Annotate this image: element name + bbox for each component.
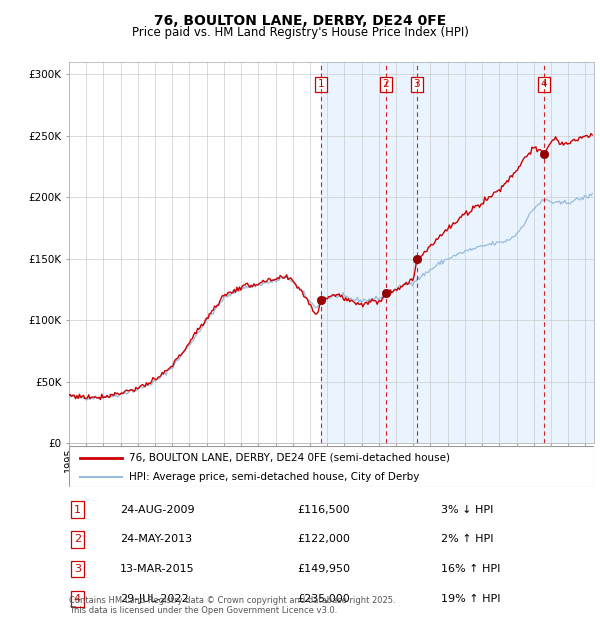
Text: 76, BOULTON LANE, DERBY, DE24 0FE (semi-detached house): 76, BOULTON LANE, DERBY, DE24 0FE (semi-… bbox=[130, 453, 451, 463]
Text: 29-JUL-2022: 29-JUL-2022 bbox=[120, 594, 188, 604]
Text: £149,950: £149,950 bbox=[297, 564, 350, 574]
Text: 24-AUG-2009: 24-AUG-2009 bbox=[120, 505, 194, 515]
Text: 4: 4 bbox=[74, 594, 81, 604]
Text: £116,500: £116,500 bbox=[297, 505, 350, 515]
Text: 3: 3 bbox=[413, 79, 420, 89]
Text: 24-MAY-2013: 24-MAY-2013 bbox=[120, 534, 192, 544]
Text: 4: 4 bbox=[541, 79, 547, 89]
Bar bbox=[321, 62, 600, 443]
FancyBboxPatch shape bbox=[69, 446, 594, 487]
Text: £122,000: £122,000 bbox=[297, 534, 350, 544]
Text: 1: 1 bbox=[74, 505, 81, 515]
Text: 2: 2 bbox=[382, 79, 389, 89]
Text: Contains HM Land Registry data © Crown copyright and database right 2025.
This d: Contains HM Land Registry data © Crown c… bbox=[69, 596, 395, 615]
Text: 2% ↑ HPI: 2% ↑ HPI bbox=[441, 534, 493, 544]
Text: 76, BOULTON LANE, DERBY, DE24 0FE: 76, BOULTON LANE, DERBY, DE24 0FE bbox=[154, 14, 446, 28]
Text: 3% ↓ HPI: 3% ↓ HPI bbox=[441, 505, 493, 515]
Text: 2: 2 bbox=[74, 534, 81, 544]
Text: 19% ↑ HPI: 19% ↑ HPI bbox=[441, 594, 500, 604]
Text: 3: 3 bbox=[74, 564, 81, 574]
Text: 1: 1 bbox=[318, 79, 325, 89]
Text: £235,000: £235,000 bbox=[297, 594, 350, 604]
Text: HPI: Average price, semi-detached house, City of Derby: HPI: Average price, semi-detached house,… bbox=[130, 472, 420, 482]
Text: 16% ↑ HPI: 16% ↑ HPI bbox=[441, 564, 500, 574]
Text: 13-MAR-2015: 13-MAR-2015 bbox=[120, 564, 194, 574]
Text: Price paid vs. HM Land Registry's House Price Index (HPI): Price paid vs. HM Land Registry's House … bbox=[131, 26, 469, 39]
